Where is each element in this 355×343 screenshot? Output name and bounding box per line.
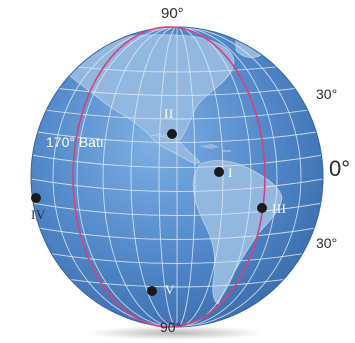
point-label-V: V xyxy=(165,282,175,297)
label-south-pole: 90° xyxy=(160,319,182,335)
label-north-pole: 90° xyxy=(161,5,184,22)
landmass-caribbean xyxy=(198,144,232,152)
globe-shadow xyxy=(87,326,263,340)
meridian-170-west xyxy=(72,26,266,328)
point-III xyxy=(257,203,267,213)
point-V xyxy=(147,286,157,296)
label-equator: 0° xyxy=(329,156,351,181)
label-meridian-170-west: 170° Batı xyxy=(46,134,104,150)
label-lat-30-north: 30° xyxy=(316,86,338,102)
point-label-IV: IV xyxy=(31,207,46,222)
meridians xyxy=(52,27,302,327)
label-lat-30-south: 30° xyxy=(316,235,338,251)
point-I xyxy=(214,167,224,177)
point-label-II: II xyxy=(164,106,174,121)
landmass-north-america xyxy=(59,34,235,141)
point-II xyxy=(167,129,177,139)
landmass-greenland xyxy=(235,32,267,58)
point-IV xyxy=(31,193,41,203)
point-label-III: III xyxy=(272,201,287,216)
point-label-I: I xyxy=(228,165,233,180)
